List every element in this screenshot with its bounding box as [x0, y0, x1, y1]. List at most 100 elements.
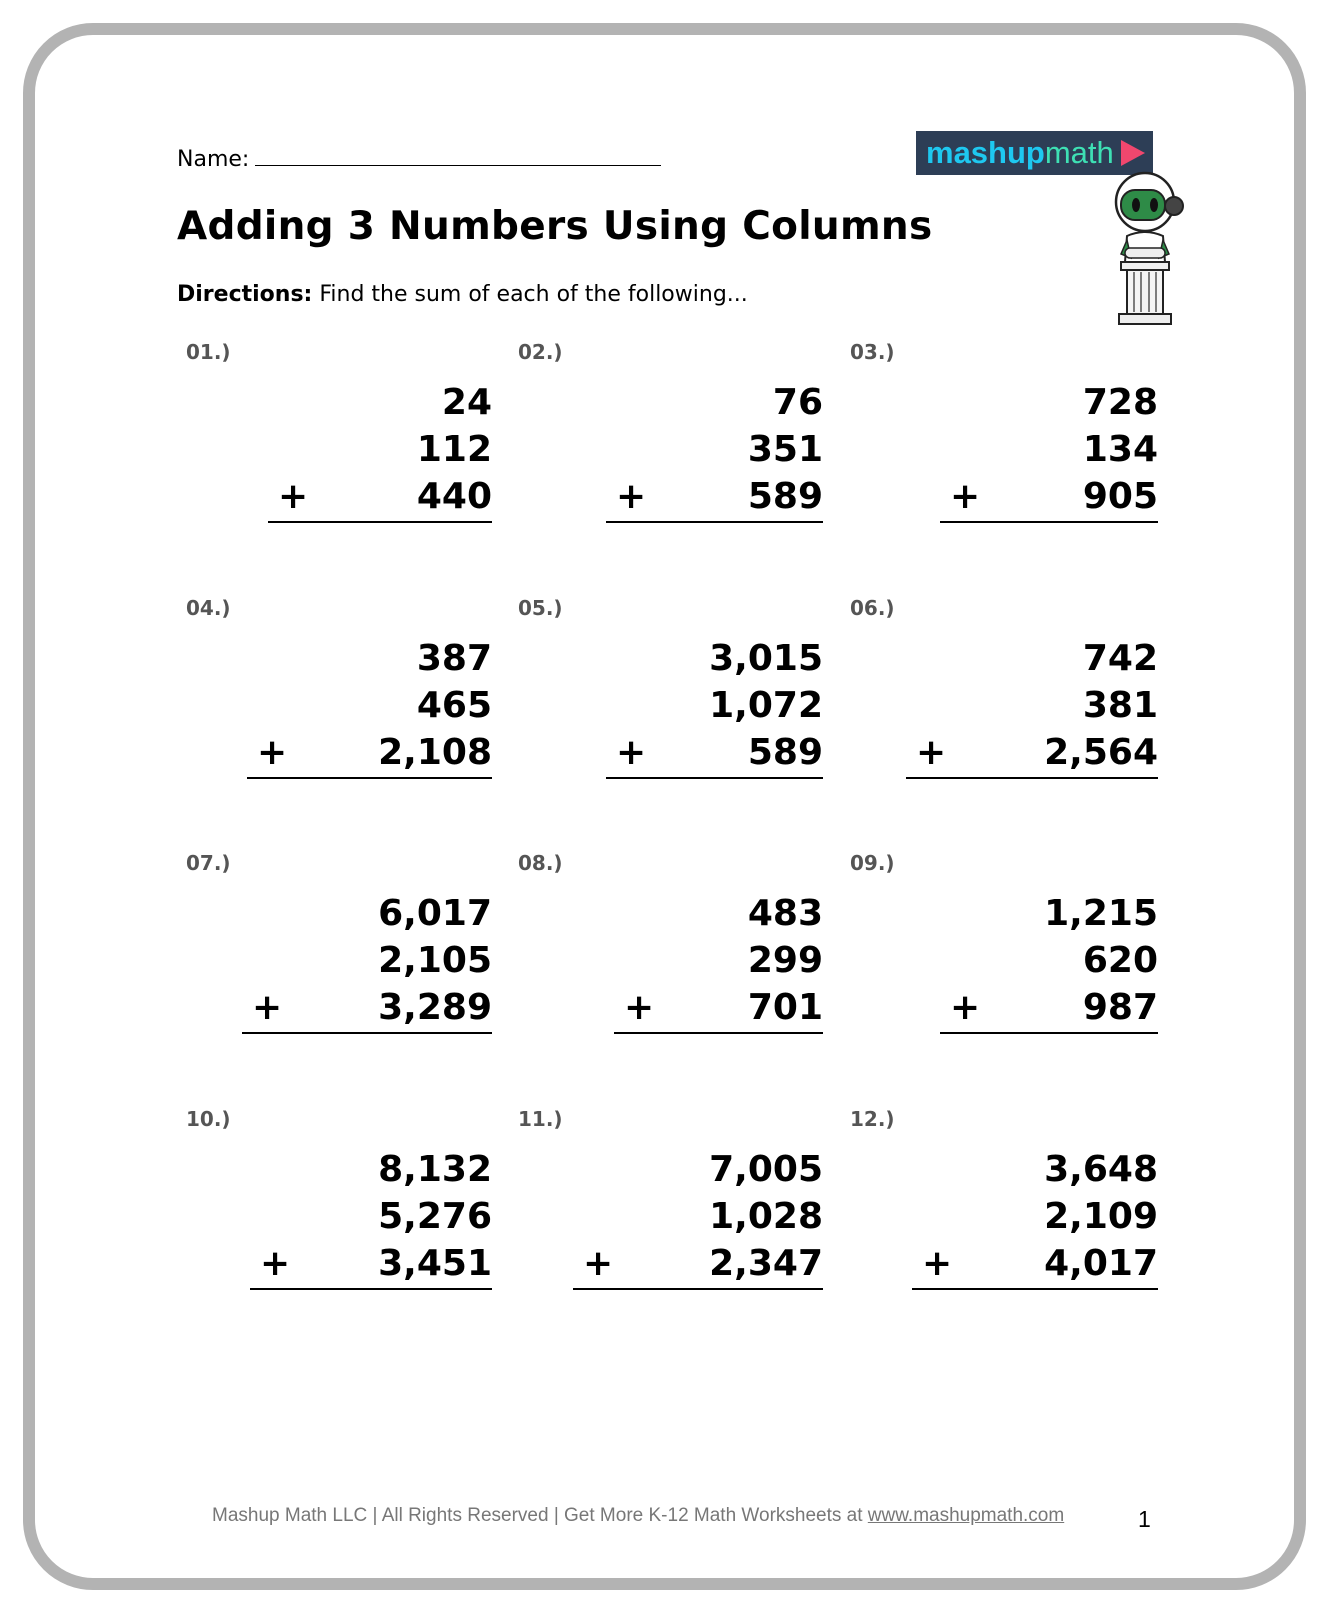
plus-sign: + [950, 476, 981, 517]
answer-line[interactable] [614, 1032, 823, 1034]
directions-label: Directions: [177, 282, 313, 307]
name-blank-line[interactable] [255, 145, 662, 166]
problem-10: 10.) 8,132 5,276 3,451 + [186, 1107, 492, 1307]
problem-2: 02.) 76 351 589 + [518, 340, 823, 540]
name-field: Name: [177, 145, 662, 172]
answer-line[interactable] [606, 521, 823, 523]
addend-1: 742 [1082, 638, 1158, 679]
plus-sign: + [922, 1243, 953, 1284]
addend-3: 440 [416, 476, 492, 517]
plus-sign: + [616, 732, 647, 773]
problem-label: 03.) [850, 340, 895, 364]
page-border [23, 23, 1306, 1590]
addend-1: 3,648 [1044, 1149, 1158, 1190]
problem-label: 01.) [186, 340, 231, 364]
problem-label: 09.) [850, 851, 895, 875]
addend-3: 3,289 [378, 987, 492, 1028]
problem-label: 08.) [518, 851, 563, 875]
answer-line[interactable] [247, 777, 492, 779]
problem-1: 01.) 24 112 440 + [186, 340, 492, 540]
problem-label: 11.) [518, 1107, 563, 1131]
addend-1: 6,017 [378, 893, 492, 934]
problem-label: 05.) [518, 596, 563, 620]
addend-2: 351 [747, 429, 823, 470]
addend-3: 905 [1082, 476, 1158, 517]
plus-sign: + [257, 732, 288, 773]
addend-3: 2,108 [378, 732, 492, 773]
problem-label: 07.) [186, 851, 231, 875]
answer-line[interactable] [606, 777, 823, 779]
addend-2: 620 [1082, 940, 1158, 981]
plus-sign: + [260, 1243, 291, 1284]
addend-1: 76 [772, 382, 823, 423]
plus-sign: + [624, 987, 655, 1028]
problem-label: 10.) [186, 1107, 231, 1131]
answer-line[interactable] [912, 1288, 1158, 1290]
addend-2: 112 [416, 429, 492, 470]
answer-line[interactable] [940, 521, 1158, 523]
robot-on-pillar-icon [1114, 171, 1184, 325]
addend-2: 2,105 [378, 940, 492, 981]
answer-line[interactable] [906, 777, 1158, 779]
addend-1: 483 [747, 893, 823, 934]
logo-text-mashup: mashup [926, 135, 1045, 170]
addend-1: 387 [416, 638, 492, 679]
problem-label: 06.) [850, 596, 895, 620]
addend-3: 2,564 [1044, 732, 1158, 773]
addend-3: 4,017 [1044, 1243, 1158, 1284]
problem-7: 07.) 6,017 2,105 3,289 + [186, 851, 492, 1051]
problem-4: 04.) 387 465 2,108 + [186, 596, 492, 796]
addend-1: 24 [441, 382, 492, 423]
directions: Directions: Find the sum of each of the … [177, 282, 748, 307]
logo-text-math: math [1044, 135, 1114, 170]
addend-3: 589 [747, 732, 823, 773]
problem-3: 03.) 728 134 905 + [850, 340, 1158, 540]
answer-line[interactable] [573, 1288, 823, 1290]
page-title: Adding 3 Numbers Using Columns [177, 204, 933, 249]
footer: Mashup Math LLC | All Rights Reserved | … [212, 1505, 1064, 1527]
directions-text: Find the sum of each of the following... [312, 282, 748, 307]
addend-2: 465 [416, 685, 492, 726]
addend-3: 701 [747, 987, 823, 1028]
addend-2: 1,072 [709, 685, 823, 726]
footer-link[interactable]: www.mashupmath.com [867, 1505, 1065, 1526]
problem-8: 08.) 483 299 701 + [518, 851, 823, 1051]
addend-2: 134 [1082, 429, 1158, 470]
problem-6: 06.) 742 381 2,564 + [850, 596, 1158, 796]
mashupmath-logo: mashupmath [916, 131, 1153, 175]
addend-2: 1,028 [709, 1196, 823, 1237]
page-number: 1 [1138, 1506, 1151, 1532]
problem-11: 11.) 7,005 1,028 2,347 + [518, 1107, 823, 1307]
addend-3: 2,347 [709, 1243, 823, 1284]
problem-label: 04.) [186, 596, 231, 620]
answer-line[interactable] [940, 1032, 1158, 1034]
problem-label: 02.) [518, 340, 563, 364]
addend-2: 381 [1082, 685, 1158, 726]
plus-sign: + [916, 732, 947, 773]
addend-1: 3,015 [709, 638, 823, 679]
addend-3: 987 [1082, 987, 1158, 1028]
problem-label: 12.) [850, 1107, 895, 1131]
plus-sign: + [950, 987, 981, 1028]
problem-9: 09.) 1,215 620 987 + [850, 851, 1158, 1051]
footer-text: Mashup Math LLC | All Rights Reserved | … [212, 1505, 868, 1526]
answer-line[interactable] [268, 521, 492, 523]
addend-1: 1,215 [1044, 893, 1158, 934]
addend-2: 2,109 [1044, 1196, 1158, 1237]
play-icon [1121, 140, 1145, 166]
addend-2: 299 [747, 940, 823, 981]
answer-line[interactable] [250, 1288, 492, 1290]
answer-line[interactable] [242, 1032, 492, 1034]
problem-12: 12.) 3,648 2,109 4,017 + [850, 1107, 1158, 1307]
addend-3: 3,451 [378, 1243, 492, 1284]
plus-sign: + [583, 1243, 614, 1284]
plus-sign: + [278, 476, 309, 517]
addend-1: 728 [1082, 382, 1158, 423]
addend-1: 8,132 [378, 1149, 492, 1190]
addend-1: 7,005 [709, 1149, 823, 1190]
problem-5: 05.) 3,015 1,072 589 + [518, 596, 823, 796]
name-label: Name: [177, 147, 250, 172]
plus-sign: + [616, 476, 647, 517]
plus-sign: + [252, 987, 283, 1028]
addend-3: 589 [747, 476, 823, 517]
